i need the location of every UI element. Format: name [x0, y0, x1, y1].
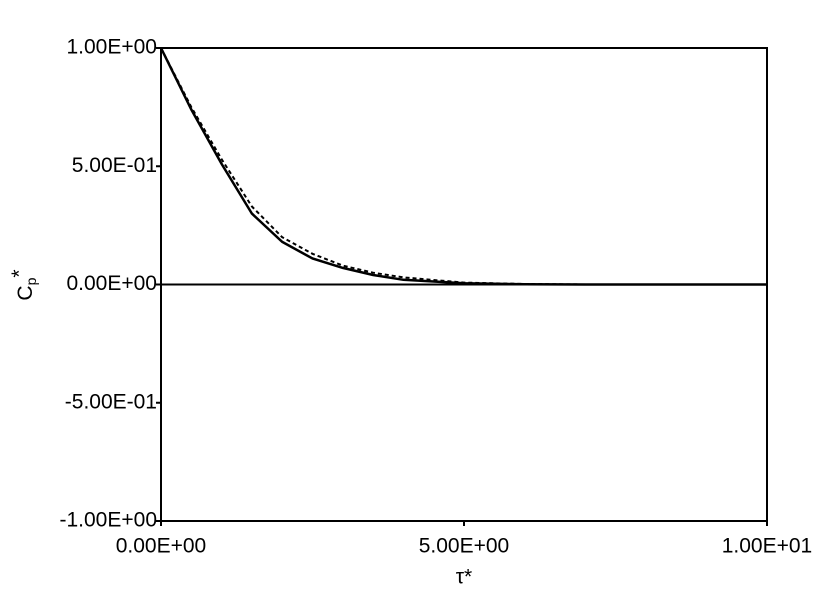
y-tick-label: 5.00E-01 [72, 154, 157, 177]
y-axis-label: Cp* [8, 269, 39, 300]
series-line [159, 47, 767, 286]
x-axis-label: τ* [456, 566, 472, 589]
series-line [160, 47, 767, 286]
y-tick-label: 1.00E+00 [66, 36, 157, 59]
y-tick-label: -5.00E-01 [65, 390, 157, 413]
x-tick-label: 5.00E+00 [419, 535, 510, 558]
x-tick-label: 1.00E+01 [722, 535, 813, 558]
y-label-suffix: * [8, 269, 31, 277]
y-label-base: C [14, 285, 37, 300]
x-tick-label: 0.00E+00 [116, 535, 207, 558]
y-tick-label: 0.00E+00 [66, 272, 157, 295]
y-label-subscript: p [23, 277, 39, 285]
y-tick-label: -1.00E+00 [60, 509, 158, 532]
